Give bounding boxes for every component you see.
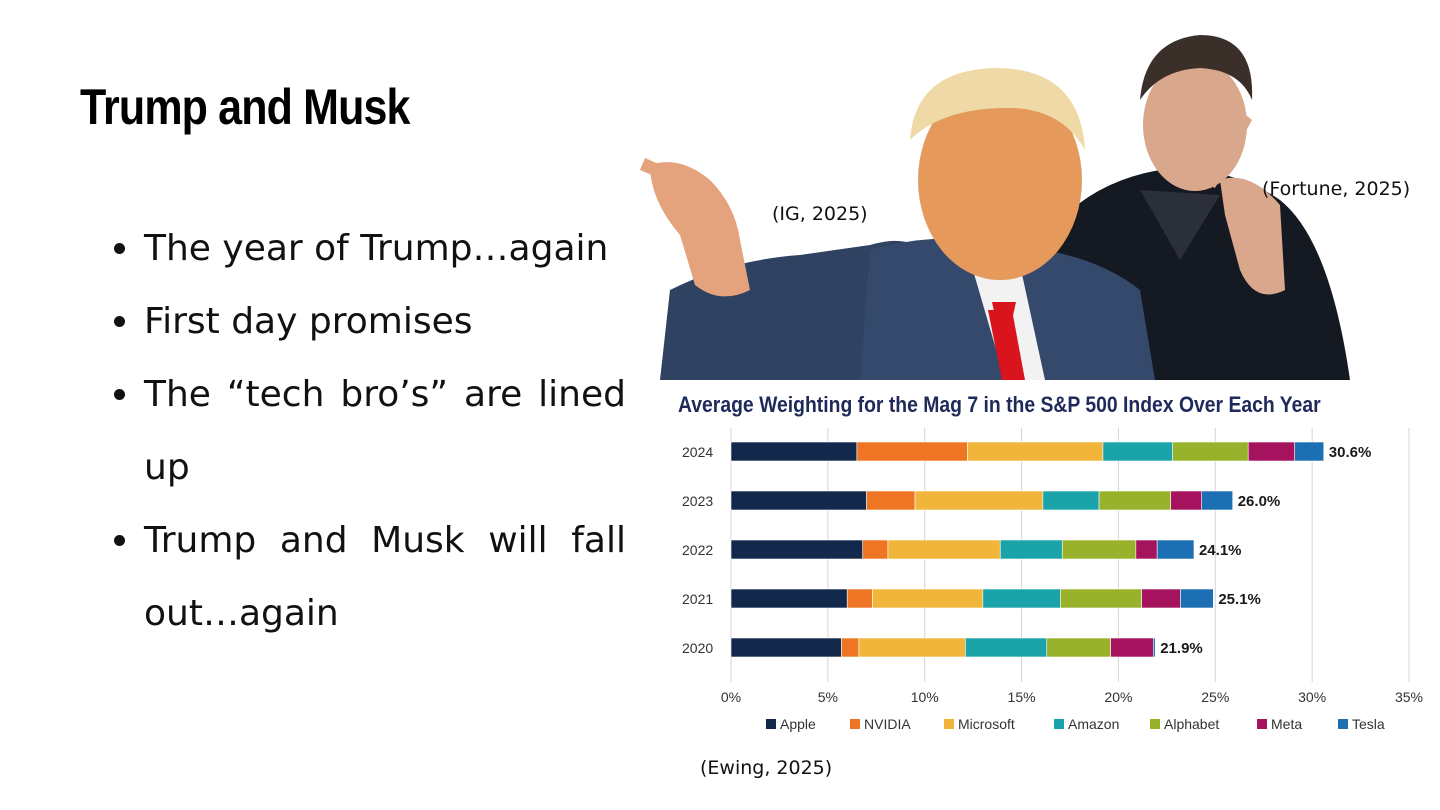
bar-segment — [982, 588, 1061, 609]
bar-segment — [872, 588, 984, 609]
bar-segment — [1061, 539, 1137, 560]
slide-title: Trump and Musk — [80, 79, 410, 135]
bullet-item: First day promises — [108, 285, 626, 358]
bar-segment — [846, 588, 873, 609]
bar-segment — [1098, 490, 1172, 511]
legend-swatch — [1054, 719, 1064, 729]
trump-musk-photo — [640, 35, 1350, 380]
y-tick-label: 2021 — [682, 591, 713, 607]
bar-segment — [1042, 490, 1100, 511]
bar-segment — [730, 588, 848, 609]
bar-segment — [1156, 539, 1195, 560]
x-tick-label: 30% — [1298, 689, 1326, 705]
bar-segment — [1180, 588, 1214, 609]
bar-segment — [887, 539, 1001, 560]
trump-photo-citation: (IG, 2025) — [772, 203, 868, 225]
legend-label: Amazon — [1068, 716, 1119, 732]
bar-segment — [1135, 539, 1158, 560]
bar-segment — [1152, 637, 1156, 658]
bar-segment — [841, 637, 860, 658]
musk-photo-citation: (Fortune, 2025) — [1262, 178, 1411, 200]
y-tick-label: 2024 — [682, 444, 713, 460]
bar-segment — [866, 490, 916, 511]
x-tick-label: 0% — [721, 689, 741, 705]
bar-segment — [862, 539, 889, 560]
bar-segment — [914, 490, 1044, 511]
legend-label: Apple — [780, 716, 816, 732]
total-data-label: 24.1% — [1199, 542, 1242, 559]
bar-segment — [730, 539, 864, 560]
bar-segment — [967, 441, 1104, 462]
bar-segment — [1172, 441, 1249, 462]
legend-label: Alphabet — [1164, 716, 1219, 732]
y-tick-label: 2022 — [682, 542, 713, 558]
bullet-item: The year of Trump…again — [108, 212, 626, 285]
legend-swatch — [1257, 719, 1267, 729]
bar-segment — [856, 441, 968, 462]
total-data-label: 25.1% — [1218, 591, 1261, 608]
bar-segment — [1294, 441, 1325, 462]
x-tick-label: 35% — [1395, 689, 1423, 705]
bar-segment — [1102, 441, 1173, 462]
legend-label: Tesla — [1352, 716, 1385, 732]
legend-swatch — [850, 719, 860, 729]
bullet-item: Trump and Musk will fall out…again — [108, 504, 626, 650]
chart-citation: (Ewing, 2025) — [700, 757, 833, 779]
legend-swatch — [944, 719, 954, 729]
legend-swatch — [1150, 719, 1160, 729]
bar-segment — [858, 637, 966, 658]
bar-segment — [999, 539, 1063, 560]
y-tick-label: 2023 — [682, 493, 713, 509]
trump-figure — [640, 68, 1155, 380]
bar-segment — [1046, 637, 1111, 658]
legend-swatch — [1338, 719, 1348, 729]
bar-segment — [1247, 441, 1296, 462]
bar-segment — [1141, 588, 1181, 609]
bar-segment — [1110, 637, 1154, 658]
legend-label: Meta — [1271, 716, 1302, 732]
x-tick-label: 25% — [1201, 689, 1229, 705]
bullet-list: The year of Trump…again First day promis… — [108, 212, 626, 650]
bar-segment — [1060, 588, 1142, 609]
x-tick-label: 15% — [1008, 689, 1036, 705]
x-tick-label: 20% — [1104, 689, 1132, 705]
bullet-item: The “tech bro’s” are lined up — [108, 358, 626, 504]
legend-label: Microsoft — [958, 716, 1015, 732]
total-data-label: 26.0% — [1238, 493, 1281, 510]
stacked-bar-chart: 0% 5% 10% 15% 20% 25% 30% 35% 2024 30.6% 2023 26.0%… — [682, 428, 1423, 732]
legend-label: NVIDIA — [864, 716, 911, 732]
chart-title: Average Weighting for the Mag 7 in the S… — [678, 392, 1321, 417]
x-tick-label: 5% — [818, 689, 838, 705]
bar-segment — [965, 637, 1048, 658]
bar-segment — [730, 490, 867, 511]
total-data-label: 21.9% — [1160, 640, 1203, 657]
bar-segment — [1201, 490, 1234, 511]
total-data-label: 30.6% — [1329, 444, 1372, 461]
bar-segment — [1170, 490, 1203, 511]
bar-segment — [730, 637, 842, 658]
y-tick-label: 2020 — [682, 640, 713, 656]
bar-segment — [730, 441, 858, 462]
x-tick-label: 10% — [911, 689, 939, 705]
legend-swatch — [766, 719, 776, 729]
